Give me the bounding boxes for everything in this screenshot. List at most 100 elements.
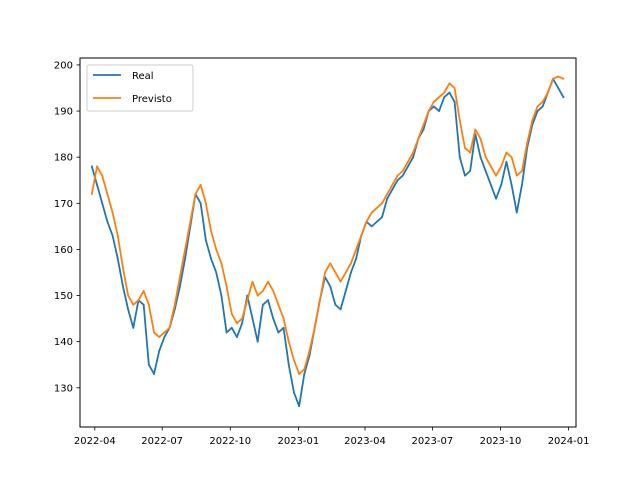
- data-point-previsto: [230, 313, 233, 315]
- data-point-previsto: [386, 193, 389, 195]
- data-point-real: [230, 326, 233, 329]
- data-point-real: [381, 216, 383, 219]
- data-point-previsto: [308, 349, 311, 352]
- data-point-previsto: [313, 326, 316, 329]
- data-point-real: [329, 285, 332, 288]
- data-point-real: [484, 170, 487, 172]
- data-point-previsto: [495, 174, 497, 177]
- legend-label-real: Real: [132, 71, 154, 82]
- data-point-previsto: [147, 303, 150, 306]
- data-point-previsto: [96, 165, 98, 168]
- data-point-previsto: [350, 262, 352, 265]
- data-point-previsto: [261, 290, 264, 292]
- data-point-real: [422, 128, 425, 131]
- data-point-previsto: [210, 230, 212, 232]
- data-point-previsto: [246, 299, 249, 302]
- data-point-real: [303, 373, 306, 375]
- series-line-previsto: [90, 75, 565, 375]
- y-tick-label: 160: [54, 245, 73, 256]
- data-point-real: [350, 271, 352, 274]
- data-point-previsto: [277, 303, 280, 306]
- data-point-previsto: [464, 147, 466, 149]
- data-point-previsto: [521, 170, 523, 172]
- data-point-previsto: [329, 262, 332, 265]
- data-point-real: [339, 308, 342, 311]
- data-point-previsto: [427, 110, 430, 112]
- data-point-previsto: [479, 137, 482, 140]
- data-point-previsto: [267, 280, 269, 283]
- data-point-previsto: [293, 359, 295, 362]
- data-point-previsto: [236, 322, 238, 325]
- data-point-real: [96, 183, 98, 186]
- data-point-real: [432, 105, 435, 108]
- data-point-previsto: [179, 276, 181, 278]
- data-point-real: [505, 160, 508, 163]
- data-point-previsto: [453, 87, 456, 89]
- data-point-previsto: [204, 202, 207, 205]
- data-point-previsto: [116, 234, 119, 237]
- data-point-previsto: [168, 326, 171, 329]
- data-point-previsto: [163, 331, 166, 334]
- data-point-real: [407, 165, 409, 168]
- data-point-real: [204, 239, 207, 242]
- data-point-real: [153, 373, 155, 375]
- data-point-real: [90, 165, 93, 168]
- data-point-real: [277, 331, 280, 334]
- data-point-previsto: [396, 174, 399, 177]
- x-tick-label: 2022-04: [74, 436, 116, 447]
- data-point-previsto: [106, 193, 109, 195]
- data-point-real: [510, 183, 513, 186]
- data-point-previsto: [438, 96, 440, 99]
- data-point-real: [464, 174, 466, 177]
- data-point-previsto: [101, 174, 104, 177]
- data-point-real: [220, 294, 223, 297]
- data-point-real: [391, 188, 394, 191]
- y-tick-label: 200: [54, 60, 73, 71]
- data-point-real: [443, 96, 446, 99]
- data-point-previsto: [272, 290, 275, 292]
- data-point-previsto: [122, 266, 124, 269]
- data-point-real: [287, 363, 290, 366]
- data-point-real: [521, 183, 523, 186]
- data-point-previsto: [526, 142, 529, 145]
- data-point-real: [453, 100, 456, 103]
- data-point-real: [541, 105, 544, 108]
- data-point-real: [458, 156, 461, 159]
- data-point-previsto: [256, 294, 259, 297]
- data-point-real: [106, 220, 109, 223]
- data-point-real: [293, 391, 295, 394]
- x-tick-label: 2022-07: [141, 436, 183, 447]
- data-point-previsto: [536, 105, 539, 108]
- data-point-previsto: [153, 331, 155, 334]
- data-point-real: [127, 308, 130, 311]
- data-point-previsto: [158, 336, 161, 338]
- data-point-previsto: [282, 317, 285, 320]
- data-point-previsto: [189, 220, 192, 223]
- data-point-previsto: [448, 82, 451, 85]
- data-point-previsto: [318, 299, 321, 302]
- data-point-real: [557, 87, 560, 89]
- data-point-real: [396, 179, 399, 182]
- data-point-previsto: [505, 151, 508, 154]
- data-point-real: [163, 336, 166, 338]
- data-point-previsto: [90, 193, 93, 195]
- data-point-real: [142, 303, 145, 306]
- x-tick-label: 2023-01: [277, 436, 319, 447]
- data-point-real: [515, 211, 518, 214]
- data-point-real: [215, 271, 218, 274]
- legend: Real Previsto: [86, 64, 194, 112]
- data-point-previsto: [137, 299, 140, 302]
- data-point-previsto: [241, 317, 244, 320]
- data-point-previsto: [199, 183, 202, 186]
- data-point-real: [101, 202, 104, 205]
- data-point-real: [500, 183, 503, 186]
- plot-frame: [79, 57, 577, 428]
- data-point-previsto: [531, 119, 534, 122]
- data-point-real: [241, 322, 244, 325]
- data-point-real: [210, 257, 212, 260]
- data-point-previsto: [510, 156, 513, 159]
- data-point-real: [261, 303, 264, 306]
- data-point-previsto: [557, 75, 560, 78]
- data-point-previsto: [474, 128, 477, 131]
- data-point-previsto: [562, 77, 565, 80]
